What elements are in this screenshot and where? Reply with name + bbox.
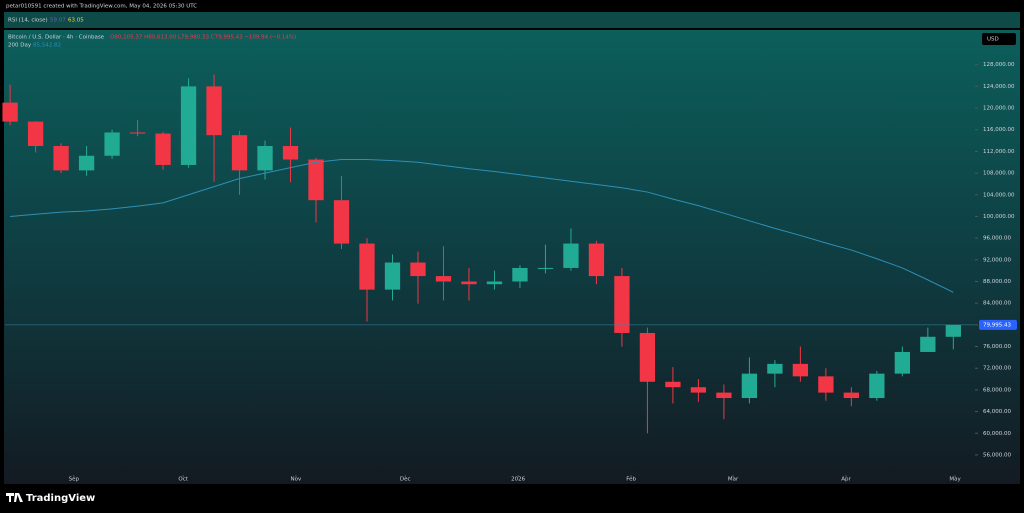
y-tick-label: 112,000.00: [983, 149, 1015, 155]
ma-name: 200 Day: [8, 43, 32, 49]
last-price-box: [979, 319, 1017, 330]
y-tick-label: 104,000.00: [983, 192, 1015, 198]
ohlc: O80,105.37 H80,613.00 L79,980.33 C79,995…: [110, 35, 296, 41]
y-tick-label: 72,000.00: [983, 366, 1011, 372]
y-tick-label: 76,000.00: [983, 344, 1011, 350]
candle-body: [894, 351, 910, 374]
y-tick-label: 120,000.00: [983, 106, 1015, 112]
x-tick-label: Apr: [841, 477, 851, 483]
candle-body: [869, 373, 885, 399]
x-tick-label: Dec: [400, 477, 411, 483]
candle-body: [716, 392, 732, 399]
ma-value: 85,542.82: [33, 43, 61, 49]
rsi-pane: [4, 12, 1020, 28]
candle-body: [537, 267, 554, 269]
candle-body: [104, 132, 120, 156]
candle-body: [180, 86, 197, 165]
candle-body: [129, 132, 146, 134]
rsi-label: RSI (14, close): [8, 18, 48, 24]
header: petar010591 created with TradingView.com…: [6, 4, 197, 10]
candle-body: [410, 262, 426, 277]
logo-icon: [6, 493, 23, 502]
currency-box: [982, 33, 1016, 45]
candle-body: [563, 243, 579, 268]
candle-body: [741, 373, 758, 399]
candle-body: [359, 243, 375, 290]
rsi-value: 63.05: [68, 18, 84, 24]
y-tick-label: 116,000.00: [983, 127, 1015, 133]
y-tick-label: 96,000.00: [983, 236, 1011, 242]
candle-body: [461, 281, 477, 285]
candle-body: [486, 281, 503, 285]
candle-body: [818, 376, 834, 393]
candle-body: [308, 159, 324, 201]
candle-body: [231, 135, 248, 171]
rsi-value: 59.07: [50, 18, 66, 24]
candle-body: [257, 145, 273, 171]
candle-body: [792, 363, 809, 377]
x-tick-label: Feb: [626, 477, 636, 483]
y-tick-label: 88,000.00: [983, 279, 1011, 285]
candle-body: [690, 387, 707, 393]
y-tick-label: 84,000.00: [983, 301, 1011, 307]
x-tick-label: Nov: [291, 477, 302, 483]
candle-body: [155, 133, 171, 165]
candle-body: [333, 200, 350, 244]
candle-body: [920, 336, 936, 352]
y-tick-label: 108,000.00: [983, 171, 1015, 177]
candle-body: [665, 381, 681, 388]
candle-body: [512, 267, 528, 282]
y-tick-label: 64,000.00: [983, 409, 1011, 415]
x-tick-label: Oct: [178, 477, 188, 483]
candle-body: [384, 262, 401, 290]
x-tick-label: May: [949, 477, 961, 483]
y-tick-label: 68,000.00: [983, 387, 1011, 393]
logo: TradingView: [6, 493, 95, 504]
candle-body: [945, 324, 961, 337]
last-price-label: 79,995.43: [983, 322, 1011, 328]
candle-body: [53, 145, 69, 171]
currency: USD: [987, 37, 999, 43]
price-pane: [4, 30, 1020, 484]
y-tick-label: 124,000.00: [983, 84, 1015, 90]
x-tick-label: Mar: [728, 477, 739, 483]
candle-body: [206, 86, 222, 136]
y-tick-label: 60,000.00: [983, 431, 1011, 437]
candle-body: [78, 155, 95, 171]
candle-body: [282, 145, 299, 160]
brand: TradingView: [26, 493, 95, 504]
y-tick-label: 100,000.00: [983, 214, 1015, 220]
candle-body: [614, 276, 630, 333]
x-tick-label: Sep: [69, 477, 80, 483]
y-tick-label: 128,000.00: [983, 62, 1015, 68]
symbol: Bitcoin / U.S. Dollar · 4h · Coinbase: [8, 35, 105, 41]
moving-average: [10, 159, 954, 293]
y-tick-label: 56,000.00: [983, 452, 1011, 458]
candle-body: [639, 332, 656, 382]
candle-body: [2, 102, 18, 122]
x-tick-label: 2026: [511, 477, 525, 483]
y-tick-label: 92,000.00: [983, 257, 1011, 263]
candle-body: [27, 121, 44, 146]
candle-body: [843, 392, 860, 399]
candle-body: [767, 363, 783, 374]
candle-body: [588, 243, 605, 277]
candle-body: [435, 276, 452, 282]
